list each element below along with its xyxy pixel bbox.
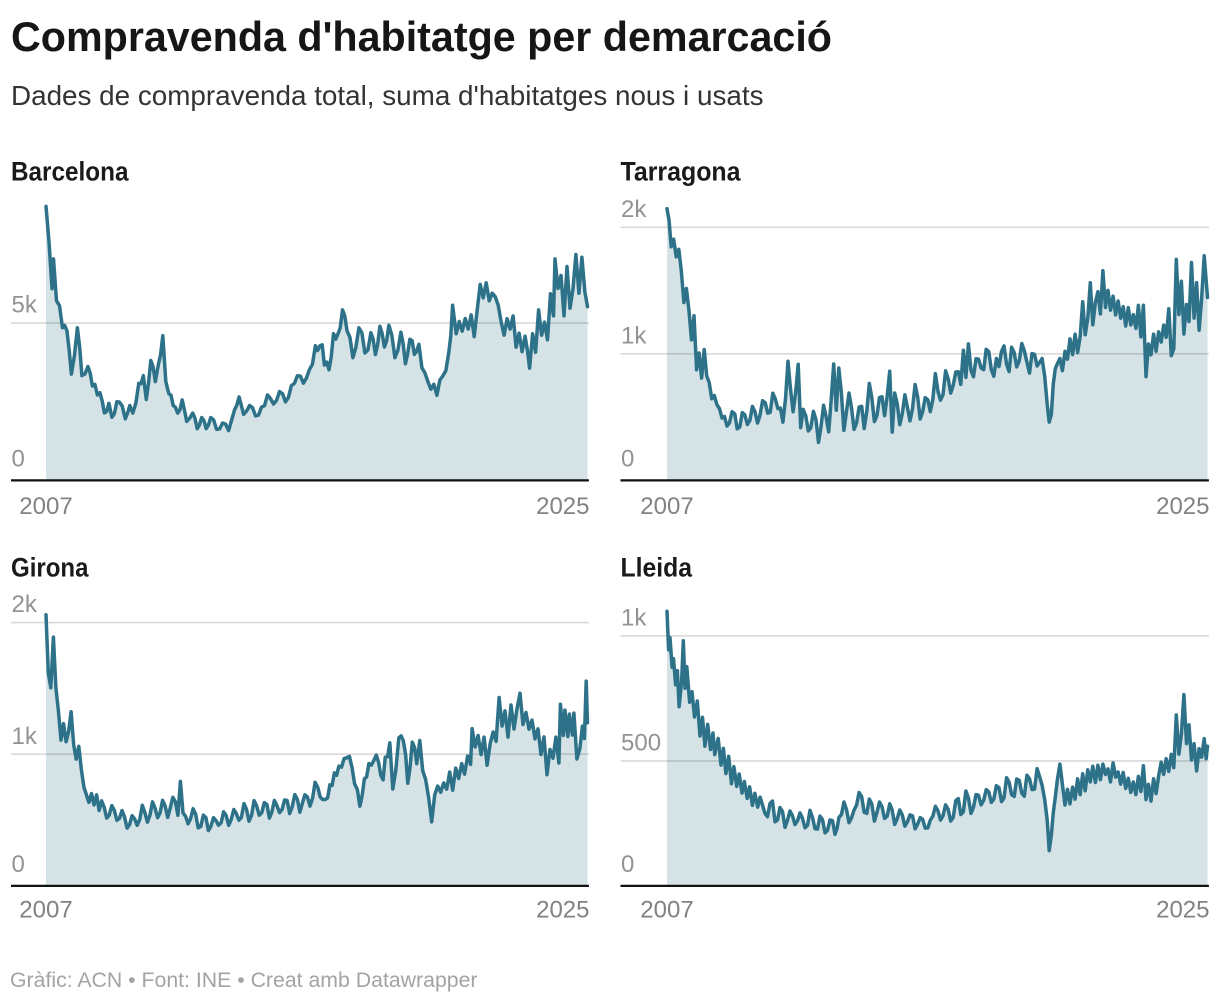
svg-text:0: 0: [621, 851, 634, 878]
svg-text:0: 0: [12, 445, 25, 472]
svg-text:Girona: Girona: [11, 552, 89, 582]
svg-text:2007: 2007: [19, 493, 72, 520]
svg-text:2007: 2007: [640, 493, 693, 520]
svg-text:Gràfic: ACN • Font: INE • Crea: Gràfic: ACN • Font: INE • Creat amb Data…: [10, 968, 478, 992]
svg-text:2025: 2025: [1156, 897, 1209, 924]
svg-text:Lleida: Lleida: [621, 552, 693, 582]
svg-text:500: 500: [621, 730, 661, 757]
svg-text:0: 0: [621, 445, 634, 472]
svg-text:2025: 2025: [536, 897, 589, 924]
svg-text:1k: 1k: [12, 723, 38, 750]
svg-text:Tarragona: Tarragona: [621, 156, 742, 186]
svg-text:1k: 1k: [621, 604, 647, 631]
svg-text:2007: 2007: [640, 897, 693, 924]
svg-text:0: 0: [12, 851, 25, 878]
svg-text:2025: 2025: [536, 493, 589, 520]
svg-text:Barcelona: Barcelona: [11, 156, 129, 186]
svg-text:Dades de compravenda total, su: Dades de compravenda total, suma d'habit…: [11, 80, 763, 111]
svg-text:2025: 2025: [1156, 493, 1209, 520]
svg-text:Compravenda d'habitatge per de: Compravenda d'habitatge per demarcació: [11, 13, 832, 60]
svg-text:5k: 5k: [12, 292, 38, 319]
svg-text:2007: 2007: [19, 897, 72, 924]
svg-text:2k: 2k: [621, 196, 647, 223]
svg-text:1k: 1k: [621, 322, 647, 349]
svg-text:2k: 2k: [12, 591, 38, 618]
